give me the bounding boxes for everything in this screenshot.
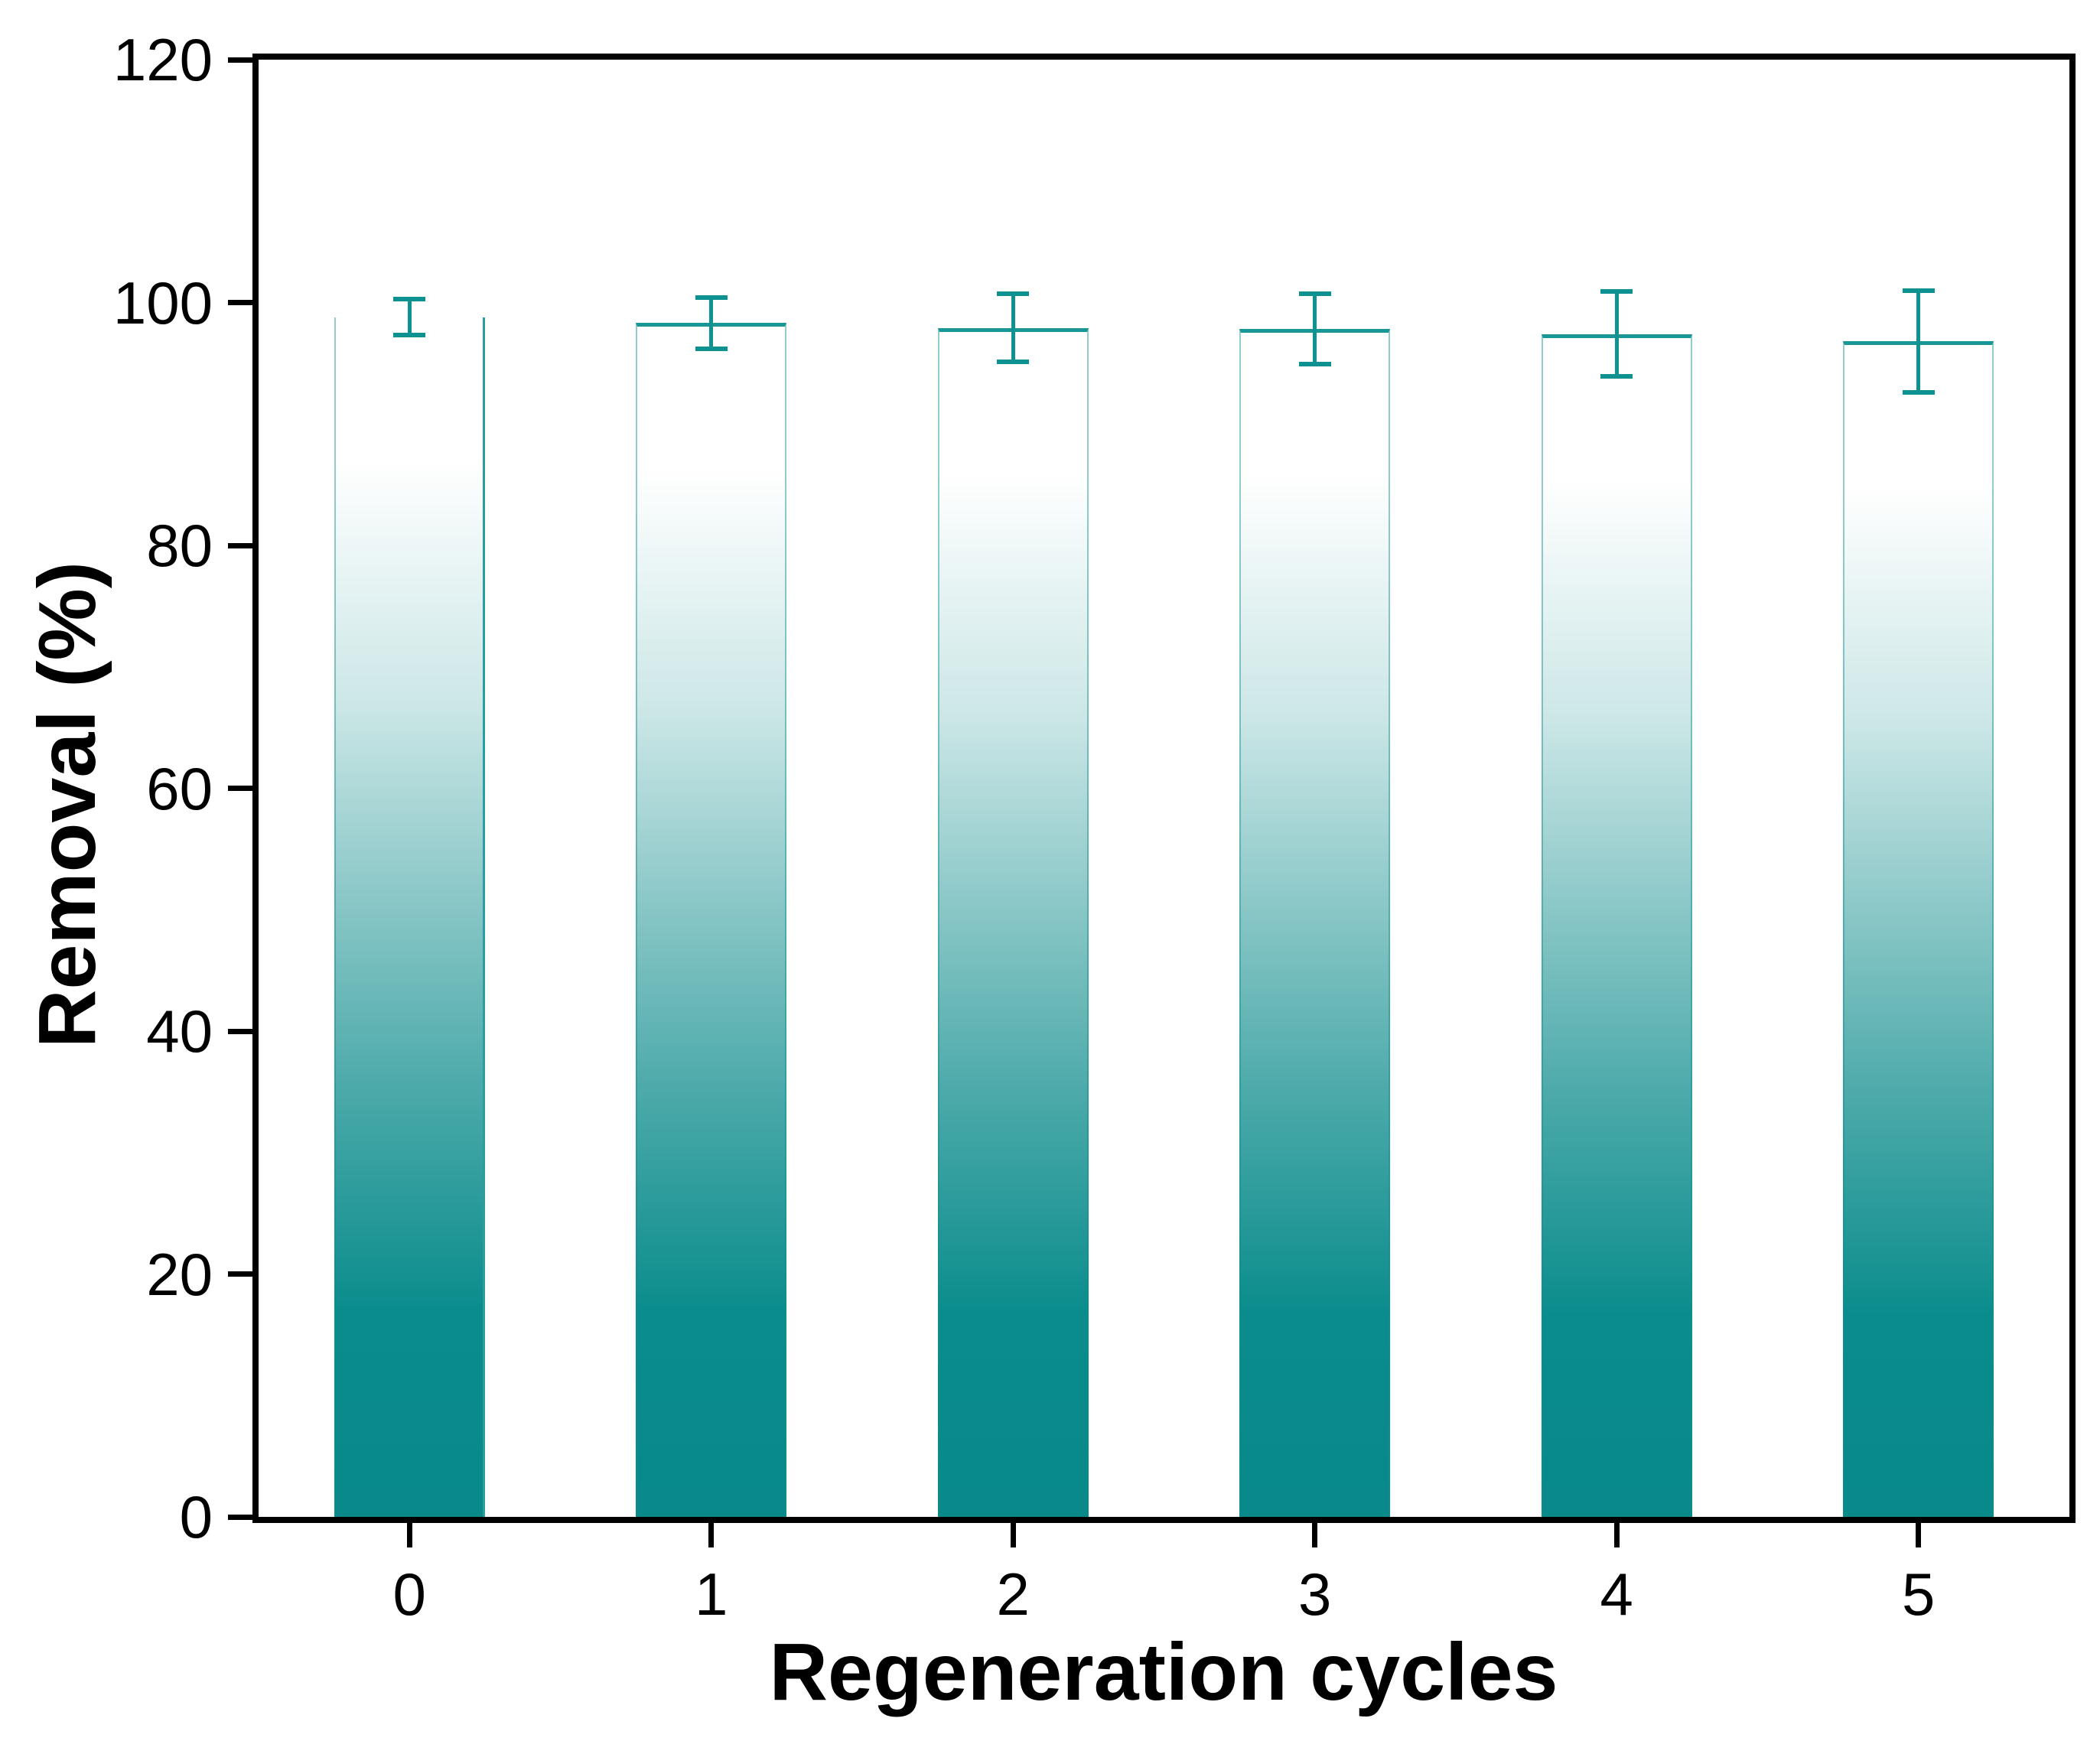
y-axis-title: Removal (%) xyxy=(22,561,112,1049)
bar xyxy=(1843,341,1994,1517)
error-bar-line xyxy=(1614,291,1619,377)
x-tick-label: 3 xyxy=(1298,1560,1332,1628)
error-bar-cap-bottom xyxy=(1600,374,1633,379)
error-bar-cap-bottom xyxy=(1902,389,1935,395)
x-tick-label: 1 xyxy=(695,1560,728,1628)
y-tick-label: 100 xyxy=(112,268,213,337)
y-tick xyxy=(228,1271,252,1277)
bar xyxy=(937,327,1089,1517)
x-tick xyxy=(1916,1523,1922,1547)
error-bar-cap-bottom xyxy=(1298,362,1331,367)
x-axis-title: Regeneration cycles xyxy=(769,1627,1558,1717)
y-tick-label: 40 xyxy=(146,997,213,1065)
x-tick xyxy=(708,1523,715,1547)
error-bar-cap-bottom xyxy=(393,333,426,338)
bar xyxy=(334,317,485,1517)
x-tick-label: 2 xyxy=(996,1560,1030,1628)
error-bar-line xyxy=(1011,294,1015,363)
error-bar-line xyxy=(1313,294,1317,365)
bar xyxy=(636,323,787,1517)
error-bar-cap-top xyxy=(1600,289,1633,295)
bar xyxy=(1541,334,1692,1517)
error-bar-cap-top xyxy=(1902,288,1935,293)
y-tick-label: 120 xyxy=(112,26,213,93)
error-bar-line xyxy=(709,298,714,349)
y-tick xyxy=(228,542,252,548)
y-tick xyxy=(228,1028,252,1034)
x-tick xyxy=(1613,1523,1620,1547)
error-bar-line xyxy=(1916,290,1921,392)
y-tick-label: 60 xyxy=(146,754,213,822)
y-tick xyxy=(228,57,252,63)
y-tick-label: 80 xyxy=(146,512,213,579)
x-tick-label: 0 xyxy=(392,1560,426,1628)
bar xyxy=(1239,329,1391,1517)
error-bar-cap-bottom xyxy=(997,360,1030,365)
plot-frame xyxy=(252,54,2076,1523)
x-tick xyxy=(1010,1523,1016,1547)
error-bar-cap-top xyxy=(695,295,728,301)
y-tick-label: 20 xyxy=(146,1240,213,1308)
x-tick-label: 5 xyxy=(1902,1560,1936,1628)
y-tick xyxy=(228,300,252,305)
x-tick xyxy=(406,1523,412,1547)
x-tick-label: 4 xyxy=(1600,1560,1633,1628)
error-bar-line xyxy=(407,298,412,336)
y-tick xyxy=(228,1514,252,1520)
x-tick xyxy=(1312,1523,1318,1547)
error-bar-cap-bottom xyxy=(695,346,728,351)
error-bar-cap-top xyxy=(1298,291,1331,297)
y-tick xyxy=(228,786,252,791)
error-bar-cap-top xyxy=(393,296,426,301)
y-tick-label: 0 xyxy=(179,1483,213,1551)
error-bar-cap-top xyxy=(997,291,1030,297)
